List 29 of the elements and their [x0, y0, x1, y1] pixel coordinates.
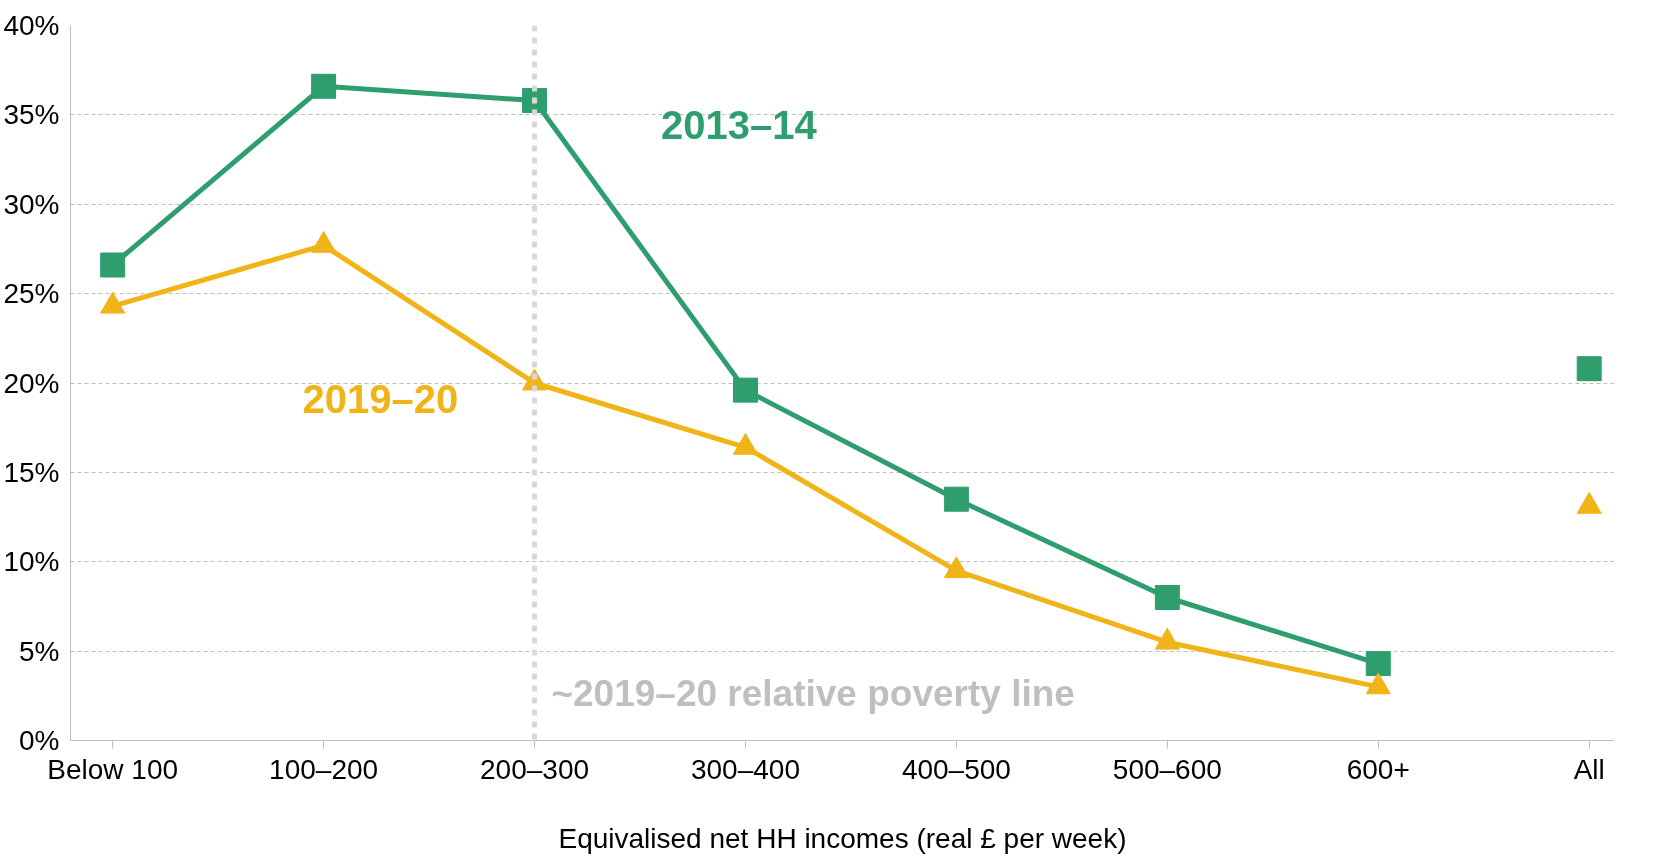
series-label: 2019–20 — [302, 376, 459, 421]
x-tick-label: 500–600 — [1112, 753, 1222, 785]
y-tick-label: 15% — [3, 456, 60, 488]
y-tick-label: 0% — [19, 725, 60, 756]
y-tick-label: 40% — [3, 10, 60, 41]
point — [100, 252, 126, 278]
point — [311, 73, 337, 99]
y-tick-label: 30% — [3, 188, 60, 220]
y-tick-label: 25% — [3, 278, 60, 310]
point — [732, 377, 758, 403]
point — [1576, 491, 1602, 514]
point — [1154, 627, 1180, 650]
x-tick-label: 300–400 — [690, 753, 800, 785]
x-tick-label: 100–200 — [269, 753, 379, 785]
series-label: 2013–14 — [661, 103, 818, 148]
x-tick-label: All — [1573, 753, 1605, 785]
y-tick-label: 5% — [19, 635, 60, 667]
x-tick-label: 200–300 — [480, 753, 590, 785]
x-tick-label: 400–500 — [901, 753, 1011, 785]
point — [732, 432, 758, 455]
ref-line-label: ~2019–20 relative poverty line — [551, 672, 1075, 714]
point — [943, 556, 969, 579]
y-tick-label: 35% — [3, 99, 60, 131]
x-axis-title: Equivalised net HH incomes (real £ per week) — [558, 822, 1127, 854]
y-tick-label: 10% — [3, 546, 60, 578]
point — [1365, 672, 1391, 695]
x-tick-label: 600+ — [1346, 753, 1410, 785]
x-tick-label: Below 100 — [47, 753, 179, 785]
y-tick-label: 20% — [3, 367, 60, 399]
